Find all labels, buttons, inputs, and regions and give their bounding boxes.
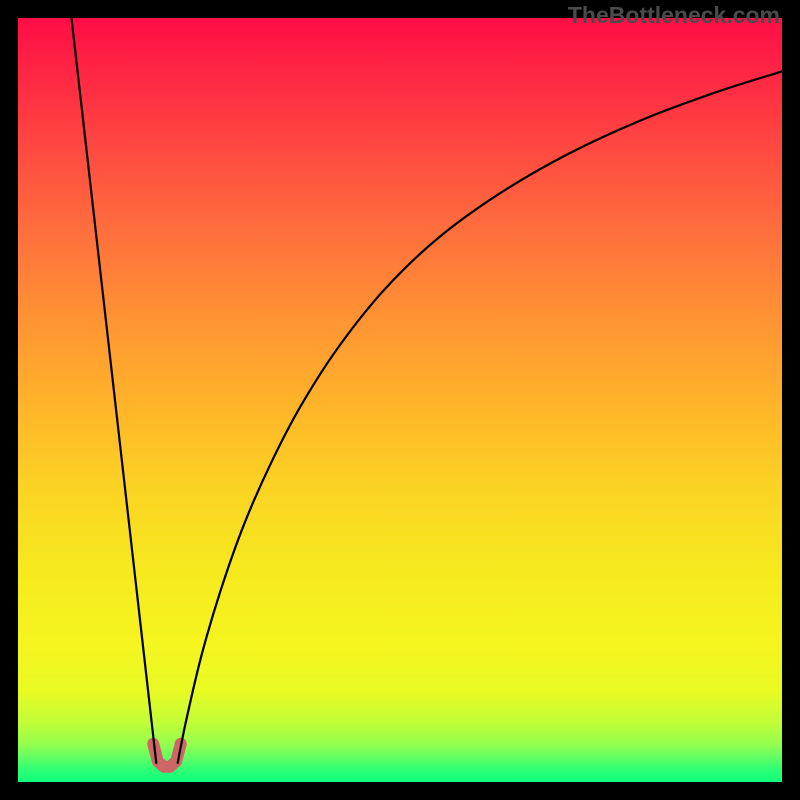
watermark-text: TheBottleneck.com (568, 2, 780, 29)
chart-svg (18, 18, 782, 782)
valley-marker (153, 744, 181, 767)
plot-area (18, 18, 782, 782)
right-recovery-curve (178, 71, 782, 762)
chart-container: TheBottleneck.com (0, 0, 800, 800)
left-descending-line (71, 18, 156, 763)
